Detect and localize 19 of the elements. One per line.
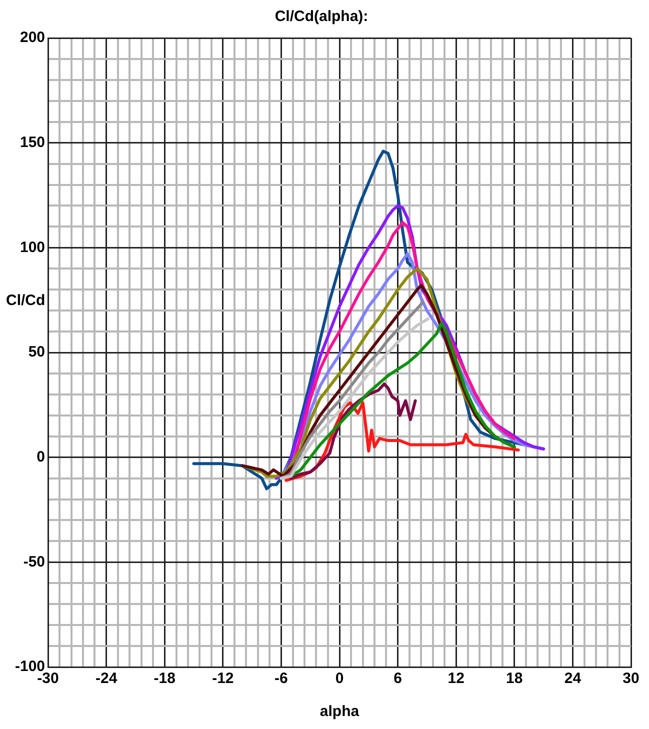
x-tick-label: 0 <box>335 670 344 688</box>
y-tick-label: 150 <box>20 134 46 151</box>
x-tick-label: 30 <box>622 670 640 688</box>
x-tick-label: -6 <box>274 670 288 688</box>
x-tick-label: 18 <box>506 670 523 688</box>
y-tick-label: 100 <box>20 238 46 256</box>
y-tick-label: -50 <box>23 553 46 570</box>
x-tick-label: -24 <box>95 670 118 688</box>
chart-title: Cl/Cd(alpha): <box>274 8 368 26</box>
y-tick-label: 200 <box>20 29 46 46</box>
x-axis-title: alpha <box>320 703 360 720</box>
y-axis-title: Cl/Cd <box>6 292 46 310</box>
y-tick-label: 50 <box>28 344 46 361</box>
x-tick-label: -12 <box>212 670 234 688</box>
x-tick-label: 24 <box>564 670 582 688</box>
x-tick-label: 6 <box>394 670 402 688</box>
y-tick-label: 0 <box>36 448 46 466</box>
x-tick-label: 12 <box>448 670 464 688</box>
x-tick-label: -18 <box>154 670 176 688</box>
